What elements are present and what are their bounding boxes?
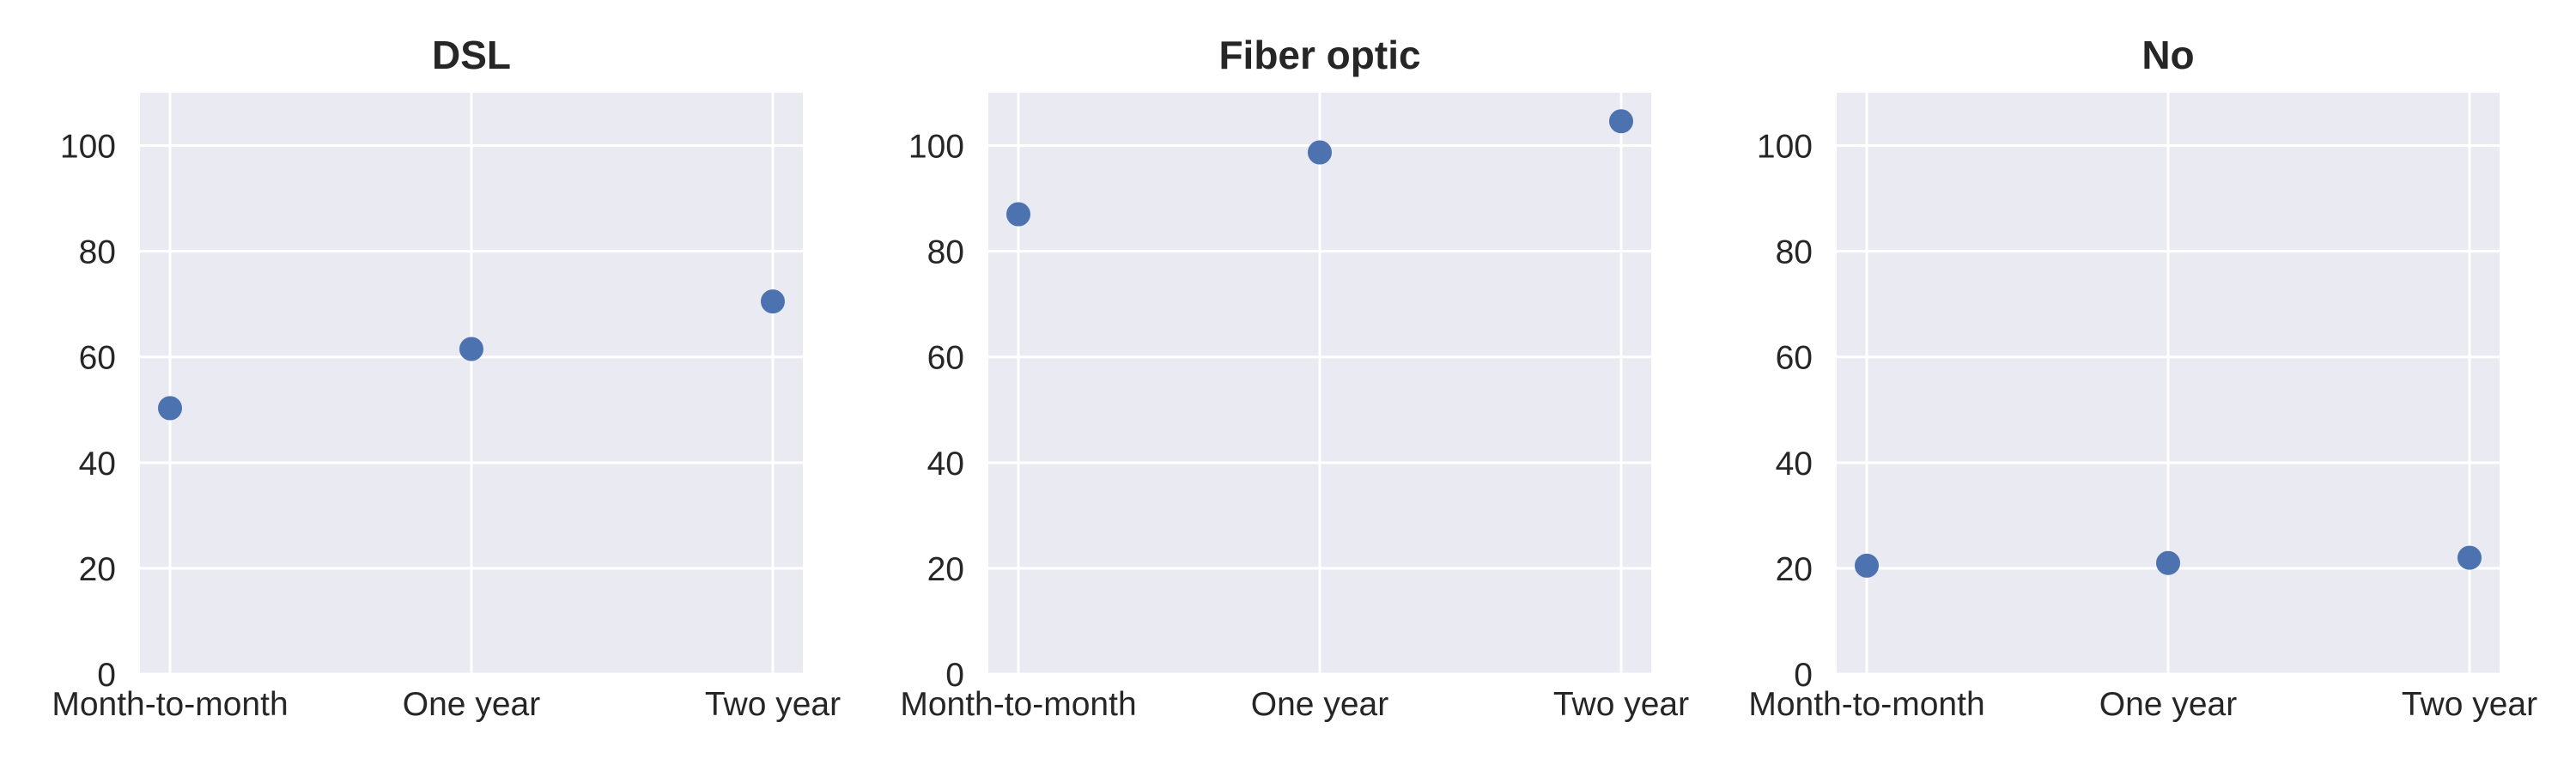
data-point [2458,545,2482,570]
y-tick-label: 0 [945,657,964,694]
data-point [761,289,785,314]
x-tick-label: Two year [2402,686,2537,723]
y-tick-label: 80 [79,234,116,271]
y-tick-label: 80 [927,234,964,271]
x-tick-label: Two year [705,686,841,723]
y-tick-label: 100 [60,129,116,166]
x-tick-label: Two year [1553,686,1689,723]
y-tick-label: 20 [927,551,964,588]
panel-1: 0 20 40 60 80 100 Month-to-month One year Two ye… [52,33,841,723]
x-tick-label: Month-to-month [52,686,288,723]
panel-title: No [2142,33,2194,77]
y-tick-label: 0 [97,657,116,694]
y-tick-label: 40 [927,446,964,483]
data-point [459,337,483,361]
data-point [1006,202,1030,227]
x-tick-label: Month-to-month [1748,686,1984,723]
x-tick-label: One year [1251,686,1388,723]
data-point [2156,550,2180,575]
y-tick-label: 0 [1794,657,1813,694]
x-tick-label: One year [403,686,540,723]
y-tick-label: 40 [79,446,116,483]
data-point [158,396,182,421]
data-point [1308,140,1332,165]
y-tick-label: 80 [1776,234,1813,271]
y-tick-label: 20 [1776,551,1813,588]
x-tick-label: Month-to-month [900,686,1136,723]
y-tick-label: 60 [1776,340,1813,377]
y-tick-label: 100 [1757,129,1813,166]
y-tick-label: 40 [1776,446,1813,483]
data-point [1609,109,1633,134]
panel-title: Fiber optic [1218,33,1420,77]
panel-3: 0 20 40 60 80 100 Month-to-month One year Two ye… [1748,33,2537,723]
x-tick-label: One year [2099,686,2237,723]
y-tick-label: 100 [908,129,964,166]
data-point [1855,553,1879,578]
panel-title: DSL [432,33,511,77]
panel-2: 0 20 40 60 80 100 Month-to-month One year Two ye… [900,33,1689,723]
y-tick-label: 60 [79,340,116,377]
y-tick-label: 20 [79,551,116,588]
y-tick-label: 60 [927,340,964,377]
